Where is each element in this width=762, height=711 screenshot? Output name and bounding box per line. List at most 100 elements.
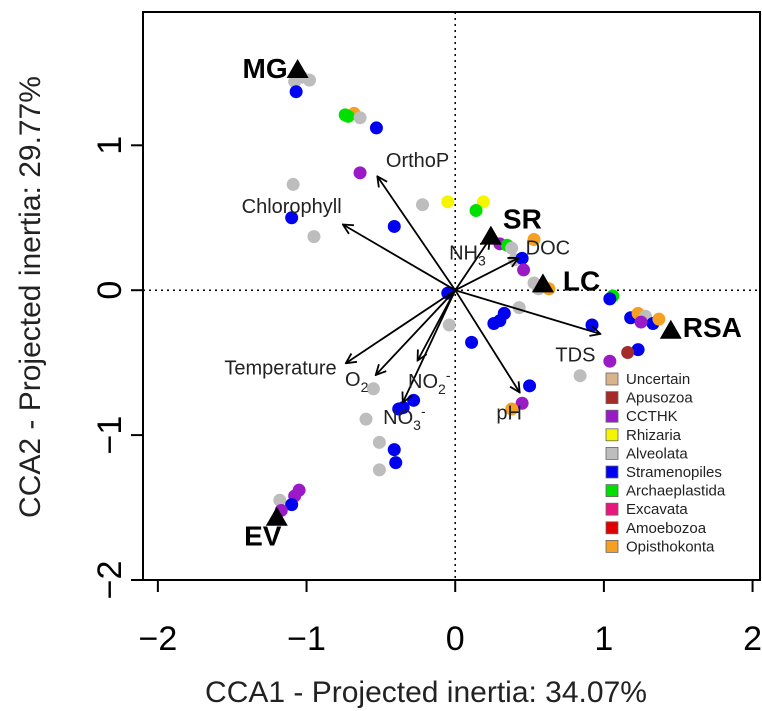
point-alveolata — [416, 198, 430, 212]
point-ccthk — [517, 263, 531, 277]
env-label-base: NO — [383, 407, 413, 429]
point-alveolata — [286, 177, 300, 191]
point-stramenopiles — [603, 292, 617, 306]
legend-swatch — [605, 521, 619, 535]
point-ccthk — [603, 354, 617, 368]
point-opisthokonta — [652, 312, 666, 326]
x-tick-label: 0 — [446, 620, 465, 658]
env-label-chlorophyll: Chlorophyll — [242, 196, 342, 218]
arrow-ph — [454, 289, 519, 391]
point-stramenopiles — [392, 402, 406, 416]
point-alveolata — [372, 435, 386, 449]
point-stramenopiles — [289, 85, 303, 99]
legend-swatch — [605, 372, 619, 386]
env-label-base: NH — [449, 242, 478, 264]
env-label-subscript: 3 — [478, 252, 486, 268]
y-tick-label: −2 — [91, 561, 129, 600]
legend-label: Archaeplastida — [626, 483, 726, 500]
point-alveolata — [353, 111, 367, 125]
env-label-nh3: NH3 — [449, 242, 486, 268]
x-tick-label: 1 — [594, 620, 613, 658]
point-opisthokonta — [505, 402, 519, 416]
env-label-base: O — [345, 369, 361, 391]
env-label-superscript: - — [421, 403, 426, 419]
point-stramenopiles — [285, 498, 299, 512]
legend-swatch — [605, 465, 619, 479]
site-label-mg: MG — [243, 53, 288, 84]
arrow-orthop — [378, 177, 456, 291]
point-stramenopiles — [387, 443, 401, 457]
point-stramenopiles — [631, 343, 645, 357]
point-alveolata — [359, 412, 373, 426]
env-label-tds: TDS — [555, 345, 595, 367]
point-stramenopiles — [487, 317, 501, 331]
legend-label: Excavata — [626, 501, 688, 518]
env-label-superscript: - — [446, 367, 451, 383]
legend-swatch — [605, 391, 619, 405]
legend-swatch — [605, 428, 619, 442]
site-label-ev: EV — [244, 521, 282, 552]
legend-label: Opisthokonta — [626, 538, 715, 555]
env-label-orthop: OrthoP — [386, 150, 449, 172]
env-label-no3: NO3- — [383, 403, 426, 433]
env-label-base: NO — [408, 371, 438, 393]
point-stramenopiles — [523, 379, 537, 393]
point-alveolata — [442, 318, 456, 332]
site-markers: MG SR LC RSA EV — [243, 53, 742, 552]
point-rhizaria — [441, 195, 455, 209]
legend-swatch — [605, 446, 619, 460]
legend-label: Rhizaria — [626, 427, 682, 444]
site-marker-rsa — [659, 319, 682, 339]
legend-swatch — [605, 484, 619, 498]
y-axis-title: CCA2 - Projected inertia: 29.77% — [14, 76, 47, 518]
env-label-subscript: 3 — [413, 417, 421, 433]
env-label-ph: pH — [496, 403, 522, 425]
site-marker-ev — [265, 506, 288, 526]
legend-swatch — [605, 409, 619, 423]
point-opisthokonta — [527, 232, 541, 246]
point-alveolata — [505, 241, 519, 255]
point-archaeplastida — [469, 204, 483, 218]
point-alveolata — [273, 493, 287, 507]
site-label-rsa: RSA — [683, 312, 742, 343]
site-label-sr: SR — [503, 204, 542, 235]
x-tick-label: 2 — [743, 620, 762, 658]
arrow-temperature — [347, 289, 456, 362]
legend-label: CCTHK — [626, 408, 678, 425]
site-marker-mg — [286, 58, 309, 78]
arrow-tds — [454, 289, 599, 333]
point-stramenopiles — [369, 121, 383, 135]
arrow-chlorophyll — [344, 225, 456, 291]
point-ccthk — [515, 396, 529, 410]
axes: −2 −1 0 1 2 −2 −1 0 1 — [91, 11, 762, 658]
arrow-o2 — [376, 289, 456, 374]
env-label-no2: NO2- — [408, 367, 451, 397]
env-label-subscript: 2 — [438, 381, 446, 397]
point-stramenopiles — [387, 219, 401, 233]
env-label-o2: O2 — [345, 369, 369, 395]
x-tick-label: −1 — [287, 620, 326, 658]
point-alveolata — [366, 382, 380, 396]
y-tick-label: −1 — [91, 416, 129, 455]
reference-lines — [143, 12, 760, 580]
legend-swatch — [605, 540, 619, 553]
y-tick-label: 1 — [91, 136, 129, 155]
arrow-no3 — [403, 289, 457, 402]
site-label-lc: LC — [563, 265, 600, 296]
point-alveolata — [307, 230, 321, 244]
legend-label: Stramenopiles — [626, 464, 722, 481]
y-tick-label: 0 — [91, 281, 129, 300]
point-alveolata — [372, 463, 386, 477]
x-axis-title: CCA1 - Projected inertia: 34.07% — [205, 676, 647, 709]
point-alveolata — [288, 75, 302, 89]
legend-label: Amoebozoa — [626, 520, 707, 537]
site-marker-lc — [531, 273, 554, 293]
arrow-nh3 — [454, 239, 489, 291]
env-label-temperature: Temperature — [224, 358, 336, 380]
point-stramenopiles — [465, 335, 479, 349]
x-tick-label: −2 — [138, 620, 177, 658]
legend-label: Alveolata — [626, 445, 688, 462]
